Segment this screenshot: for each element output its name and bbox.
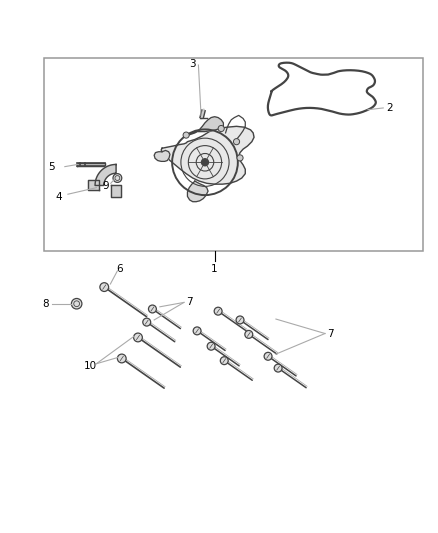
Polygon shape [88,180,99,190]
Text: 1: 1 [211,264,218,274]
Circle shape [274,364,282,372]
Text: 2: 2 [386,103,393,113]
Circle shape [237,155,243,161]
Circle shape [245,330,253,338]
Text: 7: 7 [327,329,334,339]
Text: 9: 9 [102,181,110,191]
Circle shape [71,298,82,309]
Circle shape [236,316,244,324]
Polygon shape [161,126,254,184]
Polygon shape [111,185,121,197]
Text: 3: 3 [189,59,196,69]
Circle shape [218,125,224,132]
Circle shape [134,333,142,342]
Polygon shape [154,150,170,161]
Bar [44,59,423,251]
Text: 7: 7 [186,296,193,306]
Circle shape [233,139,240,145]
Text: 10: 10 [84,361,97,372]
Polygon shape [187,181,208,201]
Circle shape [220,357,228,365]
Polygon shape [77,163,105,166]
Text: 4: 4 [56,192,63,203]
Polygon shape [188,117,223,135]
Circle shape [207,342,215,350]
Circle shape [201,159,208,166]
Circle shape [113,174,122,182]
Circle shape [193,327,201,335]
Text: 5: 5 [48,161,55,172]
Circle shape [100,282,109,292]
Text: 8: 8 [42,298,49,309]
Circle shape [117,354,126,363]
Circle shape [183,132,189,138]
Circle shape [143,318,151,326]
Circle shape [148,305,156,313]
Circle shape [264,352,272,360]
Circle shape [214,307,222,315]
Polygon shape [95,165,116,185]
Text: 6: 6 [116,264,123,274]
